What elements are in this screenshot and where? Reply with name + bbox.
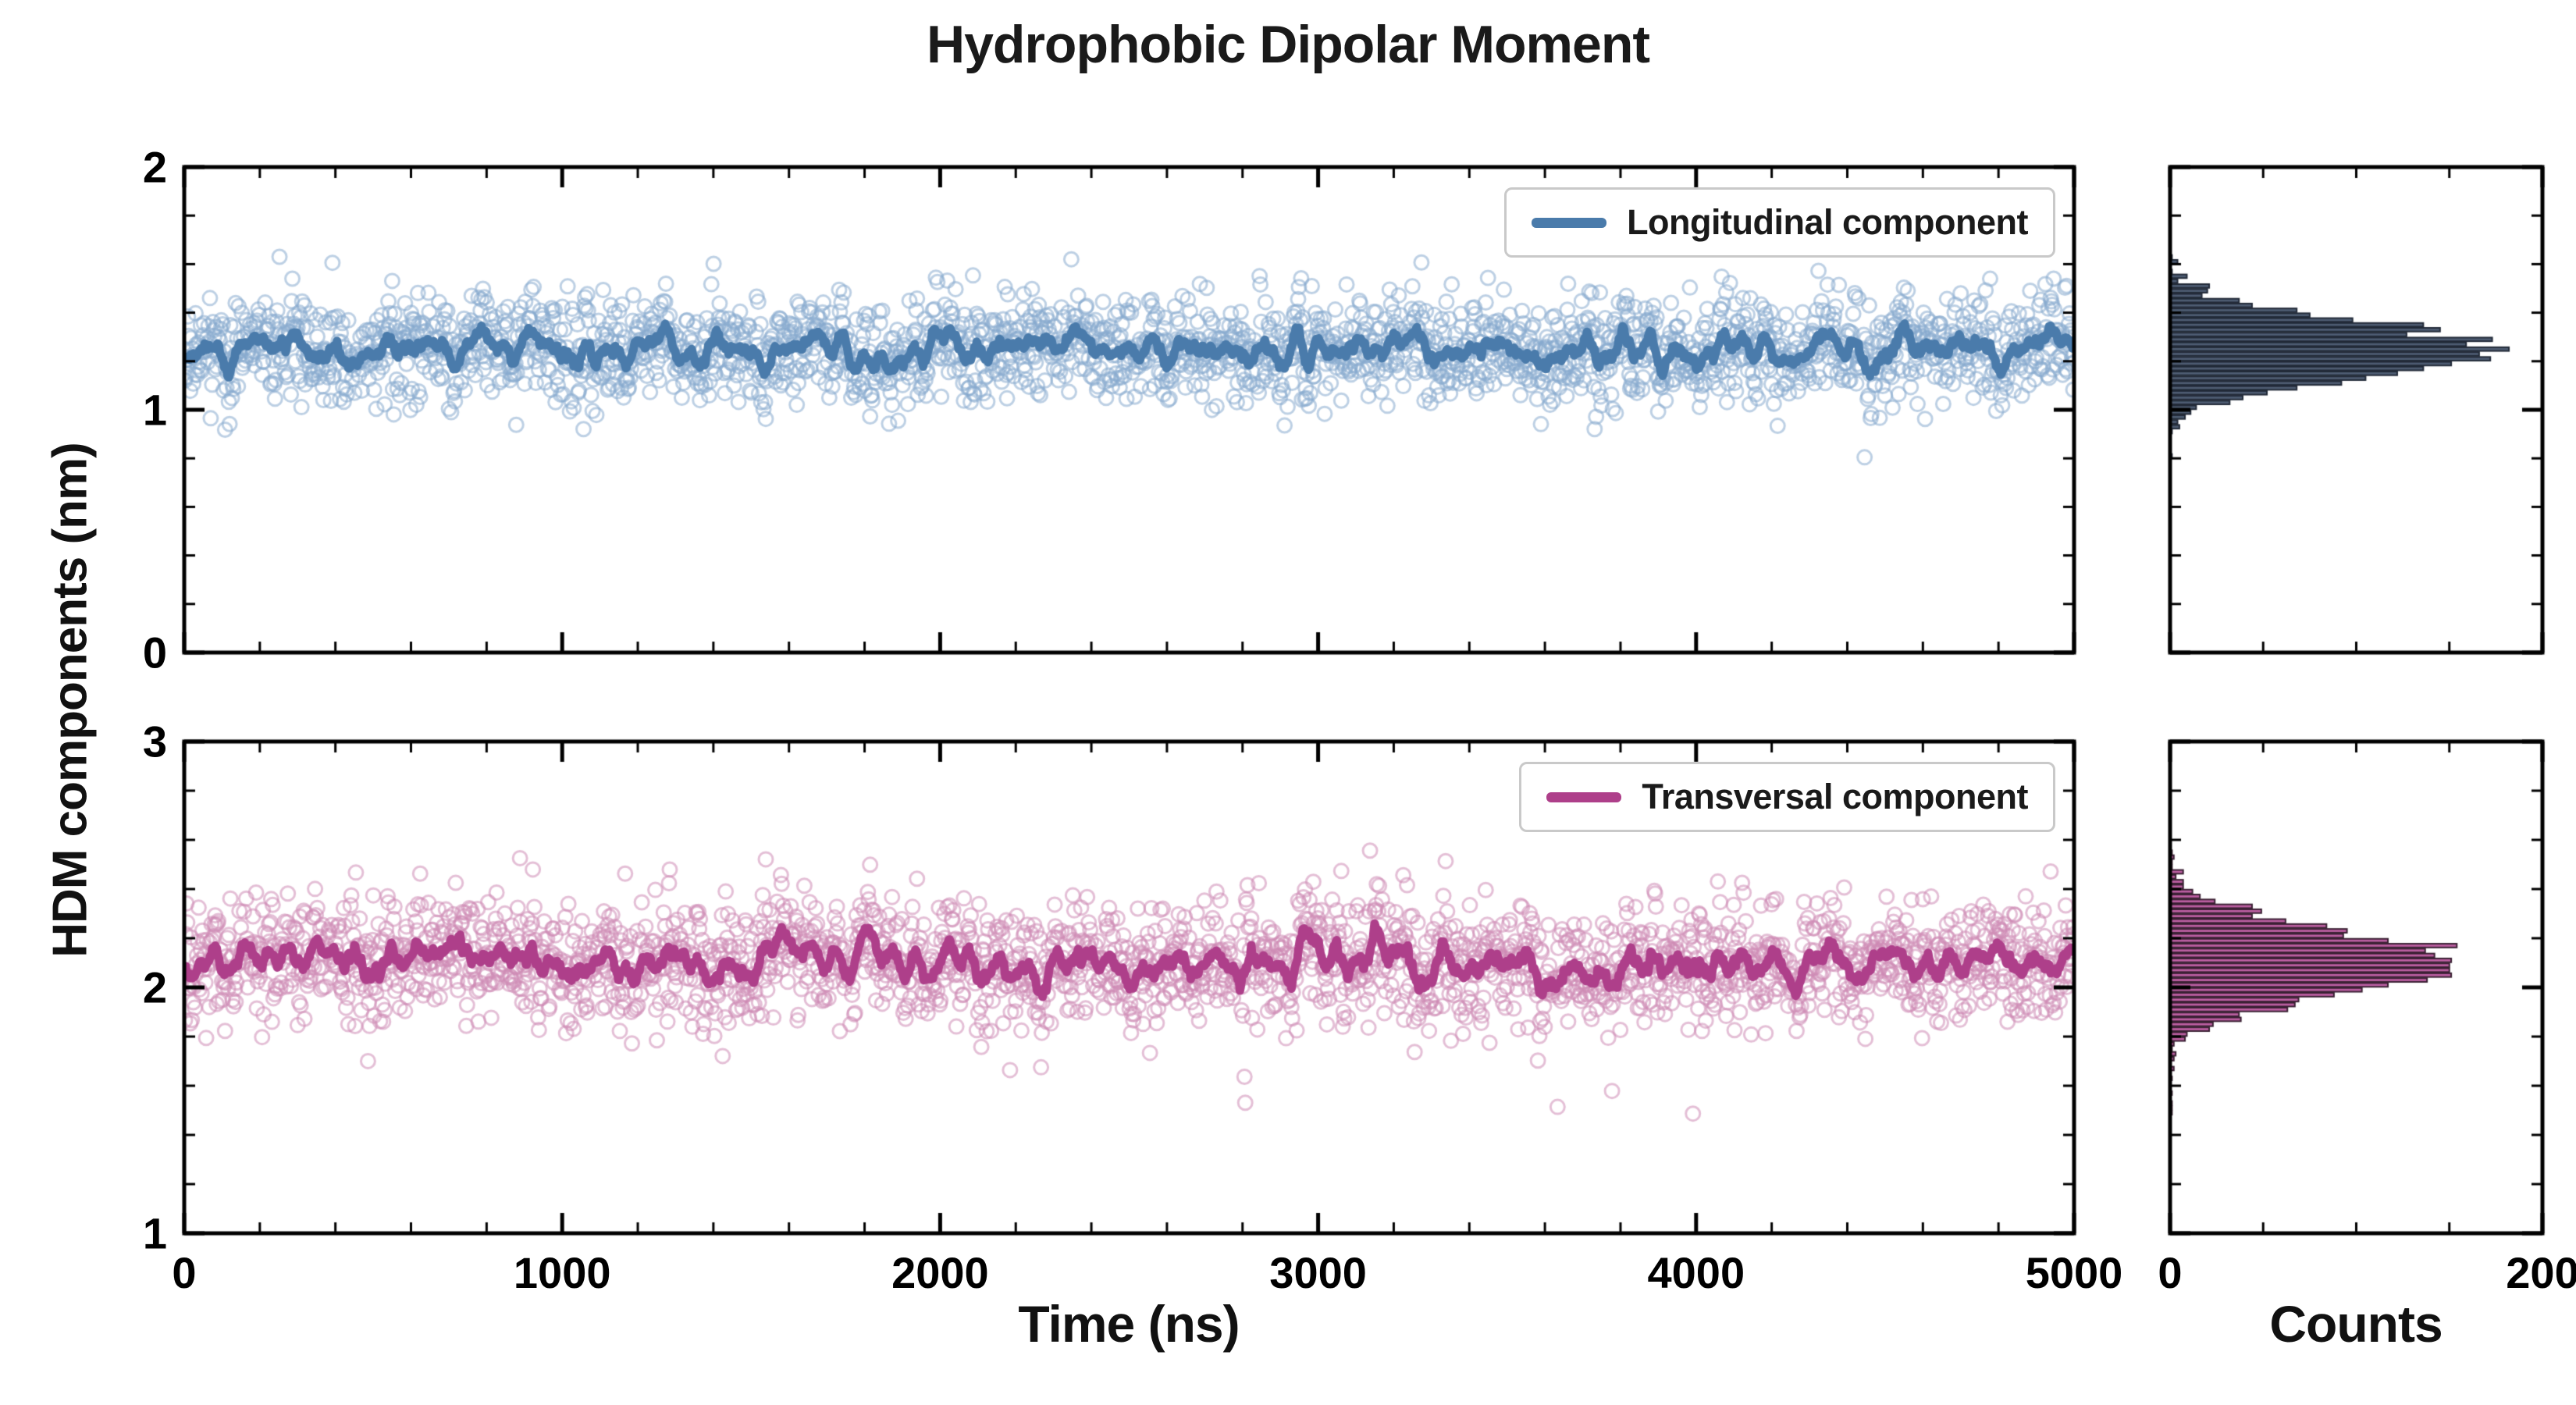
transversal-histogram xyxy=(2123,695,2576,1280)
x-tick-label: 5000 xyxy=(2025,1248,2123,1297)
y-axis-label: HDM components (nm) xyxy=(43,443,98,958)
x-axis-label-counts: Counts xyxy=(2269,1295,2443,1353)
legend-transversal: Transversal component xyxy=(1519,762,2055,832)
legend-label-longitudinal: Longitudinal component xyxy=(1627,202,2028,242)
legend-line-sample-blue xyxy=(1532,217,1607,228)
x-tick-label: 1000 xyxy=(513,1248,611,1297)
legend-longitudinal: Longitudinal component xyxy=(1504,187,2055,258)
y-tick-label: 2 xyxy=(142,962,167,1012)
y-tick-label: 3 xyxy=(142,717,167,767)
hist-x-tick-label: 0 xyxy=(2158,1248,2183,1297)
legend-label-transversal: Transversal component xyxy=(1642,777,2028,816)
x-tick-label: 0 xyxy=(172,1248,197,1297)
legend-line-sample-magenta xyxy=(1546,791,1622,802)
longitudinal-histogram xyxy=(2123,120,2576,699)
y-tick-label: 1 xyxy=(142,385,167,435)
x-tick-label: 3000 xyxy=(1269,1248,1367,1297)
y-tick-label: 2 xyxy=(142,142,167,192)
hist-x-tick-label: 200 xyxy=(2506,1248,2576,1297)
x-axis-label-time: Time (ns) xyxy=(1018,1295,1240,1353)
x-tick-label: 4000 xyxy=(1647,1248,1745,1297)
y-tick-label: 1 xyxy=(142,1208,167,1258)
x-tick-label: 2000 xyxy=(891,1248,989,1297)
chart-title: Hydrophobic Dipolar Moment xyxy=(927,15,1650,74)
y-tick-label: 0 xyxy=(142,628,167,678)
